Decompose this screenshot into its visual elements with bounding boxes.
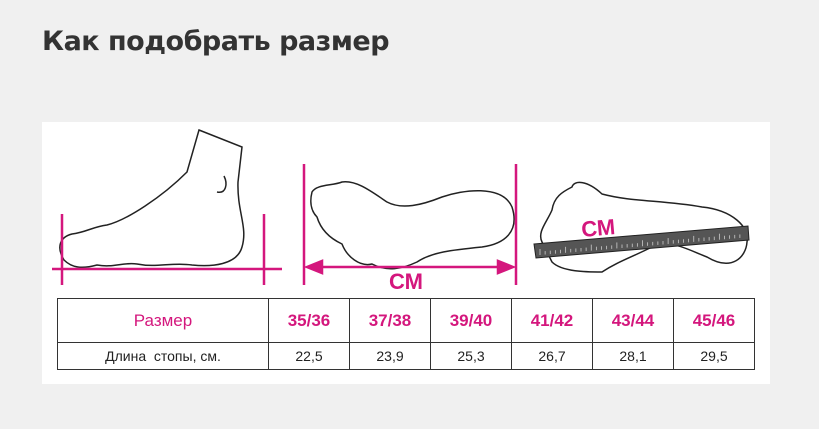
sole-measure-lines xyxy=(302,164,518,285)
size-header-label: Размер xyxy=(57,298,269,343)
length-cell: 28,1 xyxy=(592,342,674,370)
size-cell: 41/42 xyxy=(511,298,593,343)
length-cell: 23,9 xyxy=(349,342,431,370)
size-row: Размер 35/36 37/38 39/40 41/42 43/44 45/… xyxy=(57,298,755,343)
size-cell: 45/46 xyxy=(673,298,755,343)
foot-side-icon xyxy=(59,128,245,269)
length-cell: 29,5 xyxy=(673,342,755,370)
foot-measure-illustration: СМ СМ xyxy=(52,128,750,294)
length-cell: 26,7 xyxy=(511,342,593,370)
foot-sole-icon xyxy=(310,181,515,270)
ruler-icon xyxy=(533,225,750,259)
length-cell: 22,5 xyxy=(268,342,350,370)
unit-label-cm: СМ xyxy=(389,269,423,294)
size-cell: 35/36 xyxy=(268,298,350,343)
size-guide-image: СМ СМ Размер 35/36 37/38 39/40 41/42 43/… xyxy=(42,122,770,384)
side-measure-lines xyxy=(52,214,282,285)
foot-ruler-icon xyxy=(540,181,748,273)
page-title: Как подобрать размер xyxy=(42,26,390,57)
size-cell: 37/38 xyxy=(349,298,431,343)
size-cell: 43/44 xyxy=(592,298,674,343)
length-row: Длина стопы, см. 22,5 23,9 25,3 26,7 28,… xyxy=(57,342,755,370)
length-row-label: Длина стопы, см. xyxy=(57,342,269,370)
length-cell: 25,3 xyxy=(430,342,512,370)
unit-label-cm-ruler: СМ xyxy=(580,214,616,242)
size-table: Размер 35/36 37/38 39/40 41/42 43/44 45/… xyxy=(57,298,755,370)
size-cell: 39/40 xyxy=(430,298,512,343)
